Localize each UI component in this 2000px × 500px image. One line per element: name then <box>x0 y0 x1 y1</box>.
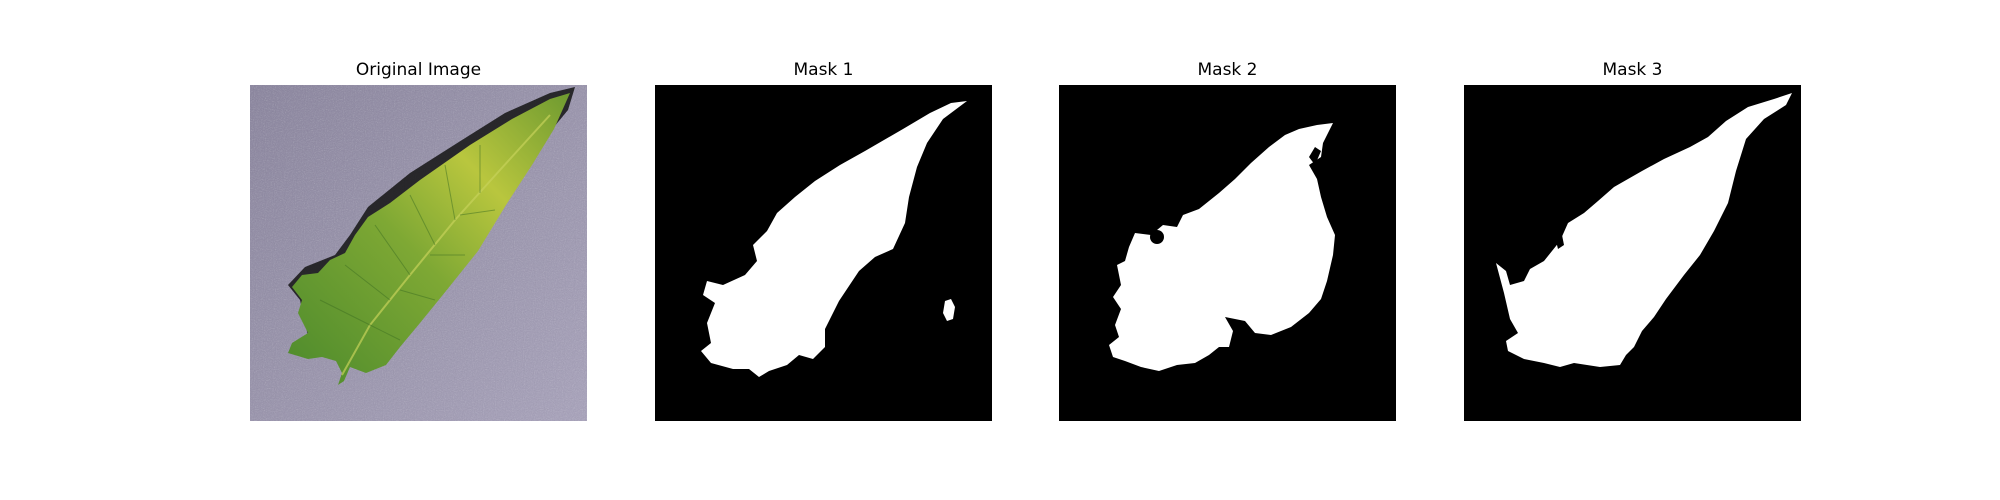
leaf-veins <box>319 145 496 341</box>
original-image-panel: Original Image <box>250 60 587 421</box>
mask-blob <box>943 299 955 321</box>
panel-title: Mask 2 <box>1197 60 1258 80</box>
panel-title: Mask 1 <box>793 60 854 80</box>
mask-region <box>701 101 967 377</box>
mask-3-panel: Mask 3 <box>1464 60 1801 421</box>
panel-title: Mask 3 <box>1602 60 1663 80</box>
leaf-midrib <box>341 114 551 376</box>
mask-2-panel: Mask 2 <box>1059 60 1396 421</box>
mask-1-panel: Mask 1 <box>655 60 992 421</box>
mask-1-image <box>655 85 992 421</box>
mask-region <box>1109 123 1335 371</box>
original-image <box>250 85 587 421</box>
mask-notch <box>1309 147 1321 165</box>
mask-inner-detail <box>1556 235 1564 249</box>
leaf <box>288 93 570 385</box>
mask-2-image <box>1059 85 1396 421</box>
mask-3-image <box>1464 85 1801 421</box>
mask-hole <box>1150 230 1164 244</box>
panel-title: Original Image <box>355 60 482 80</box>
mask-region <box>1496 93 1792 367</box>
